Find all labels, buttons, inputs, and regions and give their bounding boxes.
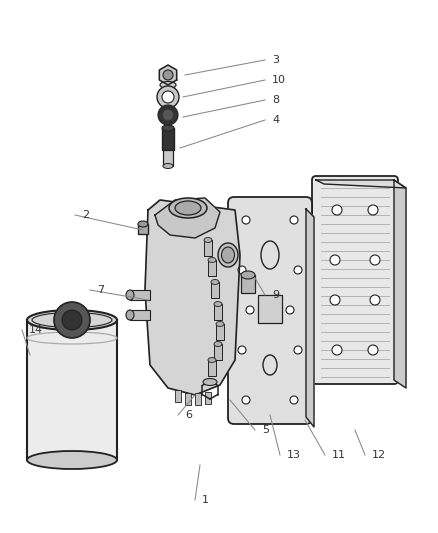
Circle shape [290, 216, 298, 224]
Ellipse shape [208, 358, 216, 362]
Bar [138, 224, 148, 234]
Text: 6: 6 [185, 410, 192, 420]
Ellipse shape [138, 221, 148, 227]
Ellipse shape [175, 201, 201, 215]
Bar [175, 390, 181, 402]
Ellipse shape [204, 238, 212, 243]
Ellipse shape [126, 310, 134, 320]
Polygon shape [316, 180, 406, 188]
Polygon shape [145, 200, 240, 395]
Ellipse shape [27, 310, 117, 330]
Text: 7: 7 [97, 285, 104, 295]
Bar [185, 393, 191, 405]
Bar [214, 344, 222, 360]
Ellipse shape [163, 164, 173, 168]
Bar [211, 282, 219, 298]
Circle shape [158, 105, 178, 125]
Circle shape [62, 310, 82, 330]
Bar [208, 360, 216, 376]
Bar [258, 295, 282, 323]
Circle shape [368, 345, 378, 355]
Bar [130, 310, 150, 320]
Bar [163, 150, 173, 166]
Bar [205, 392, 211, 404]
Ellipse shape [211, 279, 219, 285]
Bar [162, 128, 174, 150]
Text: 10: 10 [272, 75, 286, 85]
Text: 14: 14 [29, 325, 43, 335]
Circle shape [370, 295, 380, 305]
FancyBboxPatch shape [312, 176, 398, 384]
Bar [195, 393, 201, 405]
Polygon shape [306, 209, 314, 427]
Ellipse shape [160, 82, 176, 88]
Text: 12: 12 [372, 450, 386, 460]
Polygon shape [394, 180, 406, 388]
Bar [130, 290, 150, 300]
Text: 1: 1 [202, 495, 209, 505]
Ellipse shape [241, 271, 255, 279]
Circle shape [157, 86, 179, 108]
Text: 4: 4 [272, 115, 279, 125]
Ellipse shape [214, 302, 222, 306]
Text: 8: 8 [272, 95, 279, 105]
Circle shape [368, 205, 378, 215]
Text: 5: 5 [262, 425, 269, 435]
Ellipse shape [222, 247, 234, 263]
Ellipse shape [203, 378, 217, 385]
Circle shape [162, 91, 174, 103]
Circle shape [242, 216, 250, 224]
Circle shape [332, 205, 342, 215]
Ellipse shape [162, 125, 174, 131]
Bar [204, 240, 212, 256]
Circle shape [163, 70, 173, 80]
Circle shape [330, 295, 340, 305]
Circle shape [294, 266, 302, 274]
Bar [208, 260, 216, 276]
Circle shape [242, 396, 250, 404]
Circle shape [238, 266, 246, 274]
FancyBboxPatch shape [228, 197, 312, 424]
Circle shape [330, 255, 340, 265]
Ellipse shape [27, 451, 117, 469]
Polygon shape [159, 65, 177, 85]
Circle shape [246, 306, 254, 314]
Circle shape [370, 255, 380, 265]
Bar [241, 275, 255, 293]
Ellipse shape [169, 198, 207, 218]
Circle shape [294, 346, 302, 354]
Text: 2: 2 [82, 210, 89, 220]
Ellipse shape [216, 321, 224, 327]
Ellipse shape [218, 243, 238, 267]
Text: 3: 3 [272, 55, 279, 65]
Polygon shape [155, 198, 220, 238]
Circle shape [286, 306, 294, 314]
Text: 9: 9 [272, 290, 279, 300]
Ellipse shape [126, 290, 134, 300]
Ellipse shape [208, 257, 216, 262]
Circle shape [54, 302, 90, 338]
Bar [27, 320, 117, 460]
Ellipse shape [214, 342, 222, 346]
Circle shape [238, 346, 246, 354]
Circle shape [290, 396, 298, 404]
Text: 11: 11 [332, 450, 346, 460]
Circle shape [163, 110, 173, 120]
Bar [216, 324, 224, 340]
Circle shape [332, 345, 342, 355]
Bar [214, 304, 222, 320]
Text: 13: 13 [287, 450, 301, 460]
